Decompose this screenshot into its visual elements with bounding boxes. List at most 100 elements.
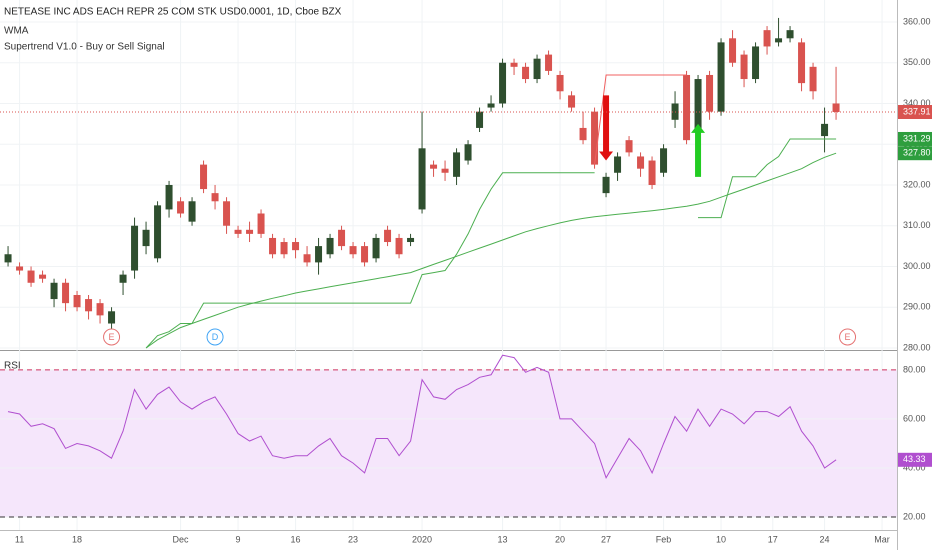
candle-body bbox=[832, 103, 840, 113]
indicator-line bbox=[145, 152, 837, 349]
candle-body bbox=[384, 229, 392, 243]
x-tick-label: 9 bbox=[236, 534, 241, 544]
candle-body bbox=[602, 176, 610, 194]
candle-body bbox=[752, 46, 760, 80]
candle-body bbox=[694, 79, 702, 133]
candle-body bbox=[62, 282, 70, 304]
candle-body bbox=[280, 242, 288, 255]
candle-body bbox=[775, 38, 783, 43]
event-marker bbox=[839, 328, 857, 346]
candle-body bbox=[73, 294, 81, 308]
y-tick-label: 60.00 bbox=[903, 413, 926, 423]
candle-body bbox=[648, 160, 656, 185]
indicator-line bbox=[594, 74, 687, 165]
x-tick-label: 23 bbox=[348, 534, 358, 544]
indicator-name: WMA bbox=[4, 26, 29, 37]
candle-body bbox=[246, 229, 254, 234]
event-marker bbox=[103, 328, 121, 346]
candle-body bbox=[591, 111, 599, 165]
last-value-box bbox=[898, 146, 932, 161]
last-value-label: 331.29 bbox=[903, 133, 931, 143]
candle-body bbox=[85, 299, 93, 312]
candle-body bbox=[108, 311, 116, 324]
x-tick-label: Dec bbox=[173, 534, 190, 544]
candle-body bbox=[303, 254, 311, 263]
candle-body bbox=[729, 38, 737, 63]
candle-body bbox=[464, 144, 472, 161]
chart-title: NETEASE INC ADS EACH REPR 25 COM STK USD… bbox=[4, 7, 342, 18]
y-tick-label: 40.00 bbox=[903, 462, 926, 472]
candle-body bbox=[372, 237, 380, 259]
y-tick-label: 80.00 bbox=[903, 364, 926, 374]
candle-body bbox=[200, 164, 208, 190]
last-value-box bbox=[898, 131, 932, 146]
candle-body bbox=[740, 54, 748, 80]
candle-body bbox=[326, 237, 334, 255]
last-value-box bbox=[898, 452, 932, 467]
candle-body bbox=[39, 274, 47, 279]
candle-body bbox=[418, 148, 426, 210]
candle-body bbox=[361, 246, 369, 263]
x-tick-label: 24 bbox=[820, 534, 830, 544]
last-value-label: 327.80 bbox=[903, 148, 931, 158]
candle-body bbox=[223, 201, 231, 226]
candle-body bbox=[809, 66, 817, 92]
candle-body bbox=[625, 140, 633, 153]
candle-body bbox=[234, 229, 242, 234]
candle-body bbox=[476, 111, 484, 128]
y-tick-label: 340.00 bbox=[903, 98, 931, 108]
y-tick-label: 280.00 bbox=[903, 342, 931, 352]
candle-body bbox=[660, 148, 668, 173]
candle-body bbox=[637, 156, 645, 169]
y-tick-label: 20.00 bbox=[903, 511, 926, 521]
candle-body bbox=[453, 152, 461, 177]
candle-body bbox=[533, 58, 541, 80]
event-label: E bbox=[109, 332, 115, 342]
candle-body bbox=[142, 229, 150, 247]
candle-body bbox=[165, 184, 173, 210]
candle-body bbox=[763, 30, 771, 47]
y-tick-label: 350.00 bbox=[903, 57, 931, 67]
candle-body bbox=[798, 42, 806, 84]
x-tick-label: 17 bbox=[768, 534, 778, 544]
candle-body bbox=[177, 201, 185, 214]
event-marker bbox=[206, 328, 224, 346]
candle-body bbox=[545, 54, 553, 71]
candle-body bbox=[16, 266, 24, 271]
candle-body bbox=[257, 213, 265, 234]
candle-body bbox=[487, 103, 495, 108]
candle-body bbox=[821, 123, 829, 137]
candle-body bbox=[395, 237, 403, 255]
candle-body bbox=[522, 66, 530, 80]
candle-body bbox=[96, 303, 104, 316]
candle-body bbox=[188, 201, 196, 222]
candle-body bbox=[131, 225, 139, 271]
y-tick-label: 290.00 bbox=[903, 302, 931, 312]
signal-arrow bbox=[599, 95, 614, 161]
candle-body bbox=[211, 193, 219, 202]
candle-body bbox=[315, 246, 323, 263]
grid bbox=[0, 0, 897, 530]
candle-body bbox=[269, 237, 277, 255]
y-tick-label: 310.00 bbox=[903, 220, 931, 230]
candle-body bbox=[4, 254, 12, 263]
event-label: E bbox=[845, 332, 851, 342]
candle-body bbox=[441, 168, 449, 173]
x-tick-label: 11 bbox=[15, 534, 24, 544]
indicator-line bbox=[145, 138, 837, 349]
candle-body bbox=[338, 229, 346, 247]
x-tick-label: 10 bbox=[716, 534, 726, 544]
candle-body bbox=[292, 242, 300, 251]
y-tick-label: 360.00 bbox=[903, 16, 931, 26]
last-value-label: 43.33 bbox=[903, 454, 926, 464]
candle-body bbox=[614, 156, 622, 173]
rsi-band bbox=[0, 369, 897, 518]
x-tick-label: Mar bbox=[874, 534, 890, 544]
candle-body bbox=[119, 274, 127, 283]
y-tick-label: 320.00 bbox=[903, 179, 931, 189]
last-value-box bbox=[898, 105, 932, 120]
candle-body bbox=[50, 282, 58, 300]
event-label: D bbox=[212, 332, 219, 342]
candle-body bbox=[27, 270, 35, 283]
